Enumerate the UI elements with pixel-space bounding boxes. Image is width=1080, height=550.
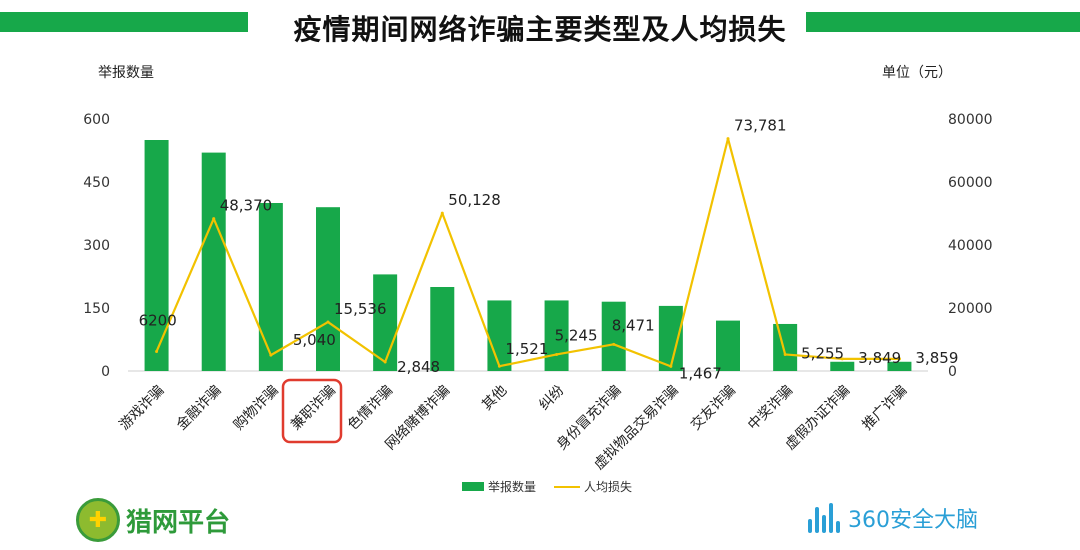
legend-bar-label: 举报数量 [488,480,537,494]
left-tick-label: 150 [83,301,110,317]
lieway-logo-text: 猎网平台 [126,507,231,538]
bar [544,300,569,371]
brain-360-logo-text: 360安全大脑 [848,508,978,533]
data-label: 5,245 [555,326,598,344]
legend-item-bars: 举报数量 [462,478,536,495]
category-label: 游戏诈骗 [116,383,167,434]
data-label: 6200 [139,311,177,329]
left-tick-label: 450 [83,175,110,191]
data-label: 3,859 [915,349,958,367]
category-label: 金融诈骗 [174,383,225,434]
line-point [555,352,559,356]
data-label: 2,848 [397,358,440,376]
data-label: 50,128 [448,191,501,209]
brain-360-bars-icon [808,503,840,533]
line-point [726,137,730,141]
line-point [669,364,673,368]
title-banner-right [806,12,1080,32]
line-point [783,352,787,356]
right-tick-label: 80000 [948,112,993,128]
bar [373,274,398,371]
left-tick-label: 600 [83,112,110,128]
category-label: 交友诈骗 [687,382,739,434]
line-series-avg-loss [155,137,900,368]
brain-360-logo: 360安全大脑 [808,502,978,534]
bar [201,152,226,371]
right-tick-label: 20000 [948,301,993,317]
bar [258,203,283,371]
category-label: 兼职诈骗 [288,383,339,434]
bar [601,301,626,371]
bar [430,287,455,371]
right-tick-label: 0 [948,364,957,380]
category-label: 推广诈骗 [859,383,910,434]
line-point [440,211,444,215]
data-label: 48,370 [220,197,273,215]
data-label: 3,849 [858,349,901,367]
line-point [840,357,844,361]
bar [830,361,855,371]
category-label: 纠纷 [536,383,567,414]
legend-line-swatch [554,485,581,488]
right-tick-label: 40000 [948,238,993,254]
data-label: 1,467 [679,364,722,382]
bar [144,140,169,371]
title-banner-left [0,12,248,32]
bar [773,323,798,371]
right-axis-title: 单位（元） [882,65,952,81]
bar [887,361,912,371]
data-label: 5,040 [293,331,336,349]
highlight-box [281,378,343,444]
bar [487,300,512,371]
line-point [497,364,501,368]
category-label: 其他 [479,383,510,414]
data-label: 8,471 [612,316,655,334]
chart-title: 疫情期间网络诈骗主要类型及人均损失 [293,13,787,46]
line-point [897,357,901,361]
line-point [326,320,330,324]
bar [316,207,340,371]
data-label: 5,255 [801,344,844,362]
category-label: 色情诈骗 [344,382,396,434]
line-point [155,349,159,353]
right-tick-label: 60000 [948,175,993,191]
data-label: 15,536 [334,300,387,318]
left-axis-title: 举报数量 [98,65,154,81]
bar [716,320,740,371]
lieway-badge-icon: ✚ [76,498,120,542]
left-tick-label: 0 [101,364,110,380]
category-label: 中奖诈骗 [744,382,796,434]
data-label: 73,781 [734,117,787,135]
line-point [269,353,273,357]
left-tick-label: 300 [83,238,110,254]
legend: 举报数量 人均损失 [462,478,642,495]
line-point [612,342,616,346]
line-point [212,217,216,221]
legend-line-label: 人均损失 [584,480,633,494]
bar [658,305,683,371]
legend-item-line: 人均损失 [554,478,632,495]
line-point [383,360,387,364]
legend-bar-swatch [462,482,484,491]
data-label: 1,521 [505,340,548,358]
lieway-logo: ✚ 猎网平台 [76,498,230,542]
category-label: 购物诈骗 [231,383,282,434]
